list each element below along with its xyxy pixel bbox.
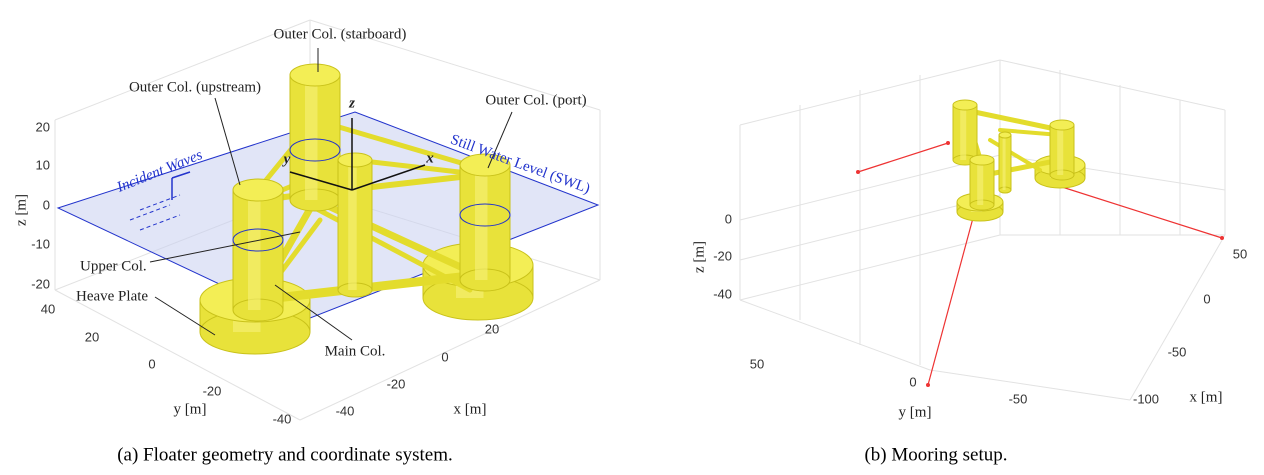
y-tick-label: 20 [85,329,99,344]
anchor [856,170,860,174]
frame-axis-label: y [282,151,291,167]
x-tick-label: 0 [441,349,448,364]
mooring-line [928,218,973,385]
y-tick-label: -20 [203,383,222,398]
cylinder-top [1050,120,1074,130]
axis-label: y [m] [174,401,207,417]
line [55,20,310,120]
cylinder-top [233,179,283,201]
z-tick-label: 20 [36,119,50,134]
cylinder-top [953,100,977,110]
mooring-line [858,143,948,172]
x-tick-label: -40 [336,403,355,418]
annotation: Upper Col. [80,258,147,274]
y-tick-label: 0 [148,356,155,371]
axis-label: z [m] [691,241,707,273]
cylinder-shade [305,75,318,200]
caption: (a) Floater geometry and coordinate syst… [117,444,453,465]
axis-label: y [m] [899,404,932,420]
anchor [926,383,930,387]
x-tick-label: -100 [1133,391,1159,406]
renders: Outer Col. (starboard) Outer Col. (upstre… [13,20,1247,426]
line [1000,155,1225,190]
cylinder-shade [1057,125,1063,175]
z-tick-label: 0 [725,211,732,226]
line [740,235,1000,300]
cylinder-top [338,153,372,167]
line [1000,60,1225,110]
anchor [946,141,950,145]
annotation: Outer Col. (starboard) [274,26,407,42]
x-tick-label: 50 [1233,246,1247,261]
cylinder-shade [1003,135,1006,190]
figure: Outer Col. (starboard) Outer Col. (upstre… [0,0,1264,475]
line [740,300,930,370]
z-tick-label: -20 [713,248,732,263]
x-tick-label: -20 [387,376,406,391]
anchor [1220,236,1224,240]
line [1130,235,1225,400]
cylinder-top [999,132,1011,138]
y-tick-label: 40 [41,301,55,316]
axis-label: z [m] [13,194,29,226]
brace [965,110,1060,130]
mooring-line [1040,180,1222,238]
frame-axis-label: x [425,150,434,166]
brace [990,140,1040,170]
annotation: Outer Col. (port) [485,92,586,108]
z-tick-label: 10 [36,157,50,172]
z-tick-label: -40 [713,286,732,301]
caption: (b) Mooring setup. [864,444,1007,465]
axis-label: x [m] [1190,389,1223,405]
y-tick-label: 0 [909,374,916,389]
annotation: Outer Col. (upstream) [129,79,261,95]
z-tick-label: 0 [43,197,50,212]
z-tick-label: -10 [31,236,50,251]
y-tick-label: -50 [1009,391,1028,406]
z-tick-label: -20 [31,276,50,291]
cylinder-shade [960,105,966,160]
line [930,370,1130,400]
annotation: Heave Plate [76,288,148,304]
cylinder-shade [977,160,983,205]
frame-axis-label: z [348,95,355,111]
y-tick-label: 50 [750,356,764,371]
axis-label: x [m] [454,401,487,417]
x-tick-label: -50 [1168,344,1187,359]
x-tick-label: 0 [1203,291,1210,306]
cylinder-top [290,64,340,86]
cylinder-shade [475,165,488,280]
x-tick-label: 20 [485,321,499,336]
cylinder-top [970,155,994,165]
y-tick-label: -40 [273,411,292,426]
annotation: Main Col. [325,343,386,359]
